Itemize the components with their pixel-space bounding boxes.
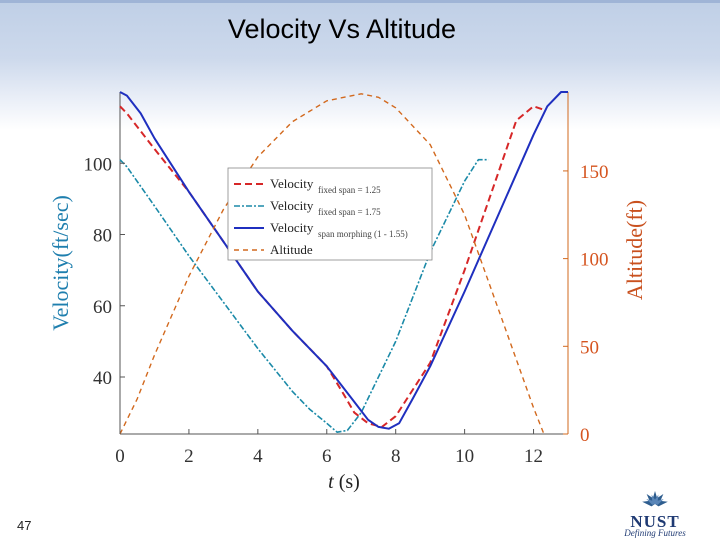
right-tick-label: 50: [580, 337, 599, 358]
legend-label-3: Velocity: [270, 220, 314, 235]
y-axis-label-left: Velocity(ft/sec): [48, 195, 73, 331]
slide-title: Velocity Vs Altitude: [227, 14, 457, 44]
x-axis-label: t (s): [328, 471, 360, 493]
legend-label-4: Altitude: [270, 242, 313, 257]
x-tick-label: 6: [322, 446, 332, 467]
legend-label-2: Velocity: [270, 198, 314, 213]
nust-emblem-icon: [642, 491, 668, 507]
logo-tagline: Defining Futures: [624, 528, 686, 538]
right-tick-label: 150: [580, 162, 609, 183]
series-line-4: [119, 93, 545, 435]
series-line-2: [119, 158, 489, 434]
left-tick-label: 100: [84, 154, 113, 175]
x-tick-label: 0: [115, 446, 125, 467]
series-line-3: [119, 91, 568, 430]
series-line-1: [119, 105, 545, 428]
left-tick-label: 40: [93, 368, 112, 389]
left-tick-label: 80: [93, 226, 112, 247]
page-number: 47: [17, 518, 32, 533]
x-tick-label: 8: [391, 446, 401, 467]
left-tick-label: 60: [93, 297, 112, 318]
legend-sublabel-2: fixed span = 1.75: [318, 207, 381, 217]
x-tick-label: 10: [455, 446, 474, 467]
logo-wordmark: NUST: [630, 512, 680, 531]
header-top-line: [0, 0, 720, 3]
x-tick-label: 4: [253, 446, 263, 467]
x-tick-label: 2: [184, 446, 194, 467]
legend-sublabel-1: fixed span = 1.25: [318, 185, 381, 195]
x-tick-label: 12: [524, 446, 543, 467]
nust-logo: NUST Defining Futures: [596, 490, 714, 538]
legend-sublabel-3: span morphing (1 - 1.55): [318, 229, 408, 239]
right-tick-label: 100: [580, 250, 609, 271]
y-axis-label-right: Altitude(ft): [622, 200, 647, 300]
legend-label-1: Velocity: [270, 176, 314, 191]
right-tick-label: 0: [580, 425, 590, 446]
